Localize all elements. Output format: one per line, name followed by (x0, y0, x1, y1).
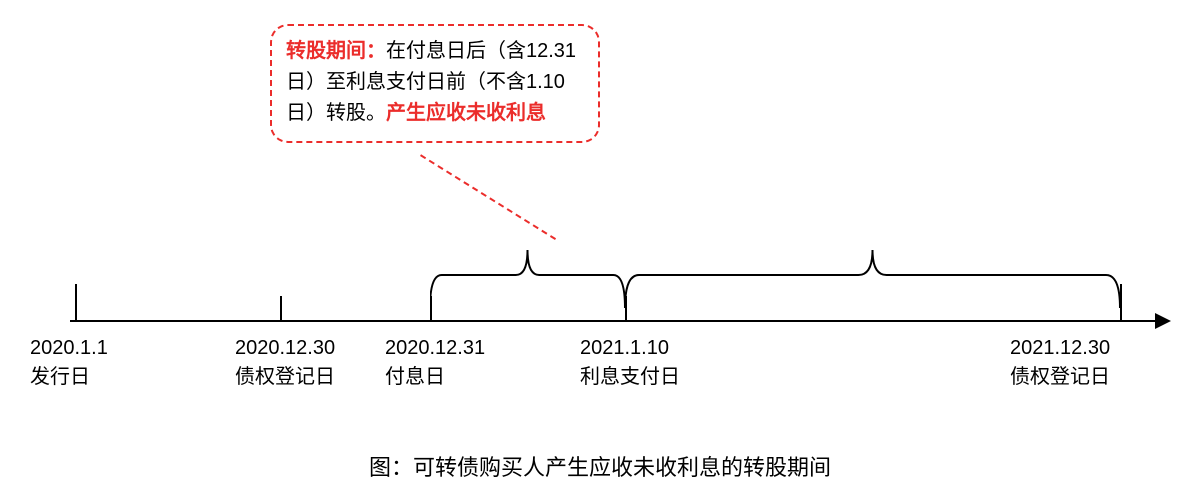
tick (1120, 284, 1122, 320)
callout-box: 转股期间：在付息日后（含12.31日）至利息支付日前（不含1.10日）转股。产生… (270, 24, 600, 143)
axis-arrowhead (1155, 313, 1171, 329)
tick-date: 2021.12.30 (1010, 337, 1110, 359)
tick-label: 2020.12.31 付息日 (385, 334, 485, 392)
callout-pointer (420, 154, 556, 240)
tick-label: 2021.12.30 债权登记日 (1010, 334, 1110, 392)
tick (430, 296, 432, 320)
diagram-stage: 转股期间：在付息日后（含12.31日）至利息支付日前（不含1.10日）转股。产生… (0, 0, 1200, 500)
tick (625, 296, 627, 320)
tick-label: 2021.1.10 利息支付日 (580, 334, 680, 392)
tick (280, 296, 282, 320)
callout-emphasis: 产生应收未收利息 (386, 102, 546, 124)
tick-name: 债权登记日 (235, 366, 335, 388)
timeline-axis (70, 320, 1155, 322)
brace-right (625, 248, 1120, 312)
callout-title: 转股期间： (286, 40, 386, 62)
tick-date: 2020.12.31 (385, 337, 485, 359)
tick-name: 发行日 (30, 366, 90, 388)
tick-date: 2021.1.10 (580, 337, 669, 359)
brace-left (430, 248, 625, 312)
tick-name: 债权登记日 (1010, 366, 1110, 388)
figure-caption: 图：可转债购买人产生应收未收利息的转股期间 (0, 450, 1200, 482)
tick-label: 2020.1.1 发行日 (30, 334, 108, 392)
tick-name: 付息日 (385, 366, 445, 388)
caption-text: 图：可转债购买人产生应收未收利息的转股期间 (369, 455, 831, 480)
tick (75, 284, 77, 320)
tick-date: 2020.1.1 (30, 337, 108, 359)
tick-date: 2020.12.30 (235, 337, 335, 359)
tick-name: 利息支付日 (580, 366, 680, 388)
tick-label: 2020.12.30 债权登记日 (235, 334, 335, 392)
